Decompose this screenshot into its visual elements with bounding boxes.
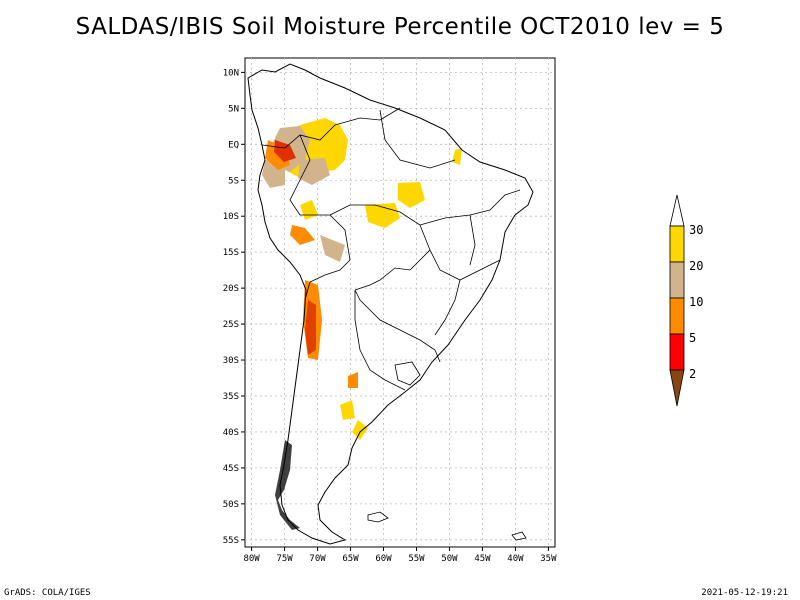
lat-label: 45S — [223, 464, 239, 474]
lat-label: 50S — [223, 500, 239, 510]
footer-credit: GrADS: COLA/IGES — [4, 588, 91, 598]
lon-label: 60W — [375, 554, 392, 564]
axis-ticks — [241, 71, 549, 551]
percentile-shading — [262, 118, 462, 440]
lat-label: 10N — [223, 68, 239, 78]
colorbar-label-5: 5 — [689, 331, 696, 345]
colorbar-2-5 — [669, 333, 685, 371]
colorbar-5-10 — [669, 297, 685, 335]
lat-label: 40S — [223, 428, 239, 438]
shade-20-30-pampas — [340, 400, 355, 420]
colorbar-label-2: 2 — [689, 367, 696, 381]
colorbar-label-10: 10 — [689, 295, 703, 309]
south-america-outline — [247, 63, 534, 545]
colorbar-10-20 — [669, 261, 685, 299]
south-georgia — [511, 531, 527, 541]
lat-label: 35S — [223, 392, 239, 402]
falkland-islands — [367, 511, 389, 523]
shade-10-20-peru-n — [298, 158, 330, 185]
colorbar-20-30 — [669, 225, 685, 263]
shade-20-30-central — [398, 182, 425, 208]
longitude-labels: 80W 75W 70W 65W 60W 55W 50W 45W 40W 35W — [243, 554, 557, 564]
lon-label: 80W — [243, 554, 260, 564]
uruguay-outline — [394, 361, 421, 386]
country-borders — [261, 107, 521, 391]
lat-label: EQ — [228, 140, 239, 150]
colorbar-below2 — [669, 369, 685, 407]
latitude-labels: 10N 5N EQ 5S 10S 15S 20S 25S 30S 35S 40S 45S 50S 55S — [223, 68, 239, 545]
map-title: SALDAS/IBIS Soil Moisture Percentile OCT… — [75, 14, 725, 40]
lon-label: 50W — [441, 554, 458, 564]
lon-label: 35W — [540, 554, 557, 564]
shade-2-5-colombia — [274, 140, 296, 162]
shade-10-20-titicaca — [320, 235, 345, 262]
lon-label: 45W — [474, 554, 491, 564]
lat-label: 10S — [223, 212, 239, 222]
lat-label: 5N — [228, 104, 239, 114]
lon-label: 40W — [507, 554, 524, 564]
colorbar: 30 20 10 5 2 — [669, 194, 703, 407]
shade-5-10-peru-s — [290, 225, 315, 245]
colorbar-label-20: 20 — [689, 259, 703, 273]
lat-label: 25S — [223, 320, 239, 330]
lat-label: 15S — [223, 248, 239, 258]
lon-label: 75W — [276, 554, 293, 564]
shade-20-30-ne — [452, 148, 462, 165]
shade-5-10-argentina — [348, 372, 358, 388]
lat-label: 55S — [223, 536, 239, 546]
lon-label: 55W — [408, 554, 425, 564]
lat-label: 20S — [223, 284, 239, 294]
lon-label: 65W — [342, 554, 359, 564]
colorbar-label-30: 30 — [689, 223, 703, 237]
colorbar-above30 — [669, 194, 685, 227]
footer-timestamp: 2021-05-12-19:21 — [701, 588, 788, 598]
lon-label: 70W — [309, 554, 326, 564]
lat-label: 30S — [223, 356, 239, 366]
shade-20-30-south — [352, 420, 368, 440]
chile-fjords — [275, 440, 300, 530]
lat-label: 5S — [228, 176, 239, 186]
shade-2-5-chile — [305, 300, 316, 355]
